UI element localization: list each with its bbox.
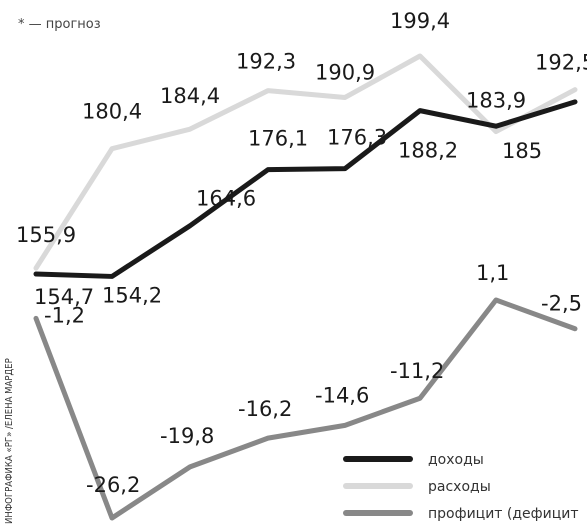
data-label: 154,2	[102, 283, 162, 307]
data-label: 188,2	[398, 139, 458, 163]
data-label: 190,9	[315, 60, 375, 84]
data-label: 192,5	[535, 51, 587, 75]
data-label: 183,9	[466, 89, 526, 113]
data-label: 199,4	[390, 9, 450, 33]
data-label: -26,2	[86, 473, 140, 497]
legend-label: расходы	[428, 479, 491, 495]
series-line-3	[33, 297, 578, 521]
data-label: 180,4	[82, 100, 142, 124]
data-label: 185	[502, 139, 542, 163]
data-label: 184,4	[160, 84, 220, 108]
data-label: 154,7	[34, 285, 94, 309]
data-label: 176,1	[248, 127, 308, 151]
data-label: -16,2	[238, 397, 292, 421]
series-line-2	[33, 53, 578, 271]
legend-label: доходы	[428, 452, 484, 468]
data-label: -2,5	[541, 292, 582, 316]
series-line-1	[33, 99, 578, 279]
data-label: 1,1	[476, 261, 509, 285]
data-label: 164,6	[196, 187, 256, 211]
data-label: -1,2	[44, 303, 85, 327]
data-label: -19,8	[160, 424, 214, 448]
data-label: 176,3	[327, 126, 387, 150]
data-label: -14,6	[315, 383, 369, 407]
legend: доходы расходы профицит (дефицит	[343, 452, 579, 522]
infographic-credit: ИНФОГРАФИКА «РГ» /ЕЛЕНА МАРДЕР	[4, 358, 15, 524]
data-label: 192,3	[236, 50, 296, 74]
forecast-note: * — прогноз	[18, 17, 101, 32]
data-label: -11,2	[390, 359, 444, 383]
data-label: 155,9	[16, 223, 76, 247]
legend-label: профицит (дефицит	[428, 506, 579, 522]
series-layer	[33, 53, 578, 521]
data-labels: 155,9 180,4 184,4 192,3 190,9 199,4 183,9 192,5…	[16, 9, 587, 497]
